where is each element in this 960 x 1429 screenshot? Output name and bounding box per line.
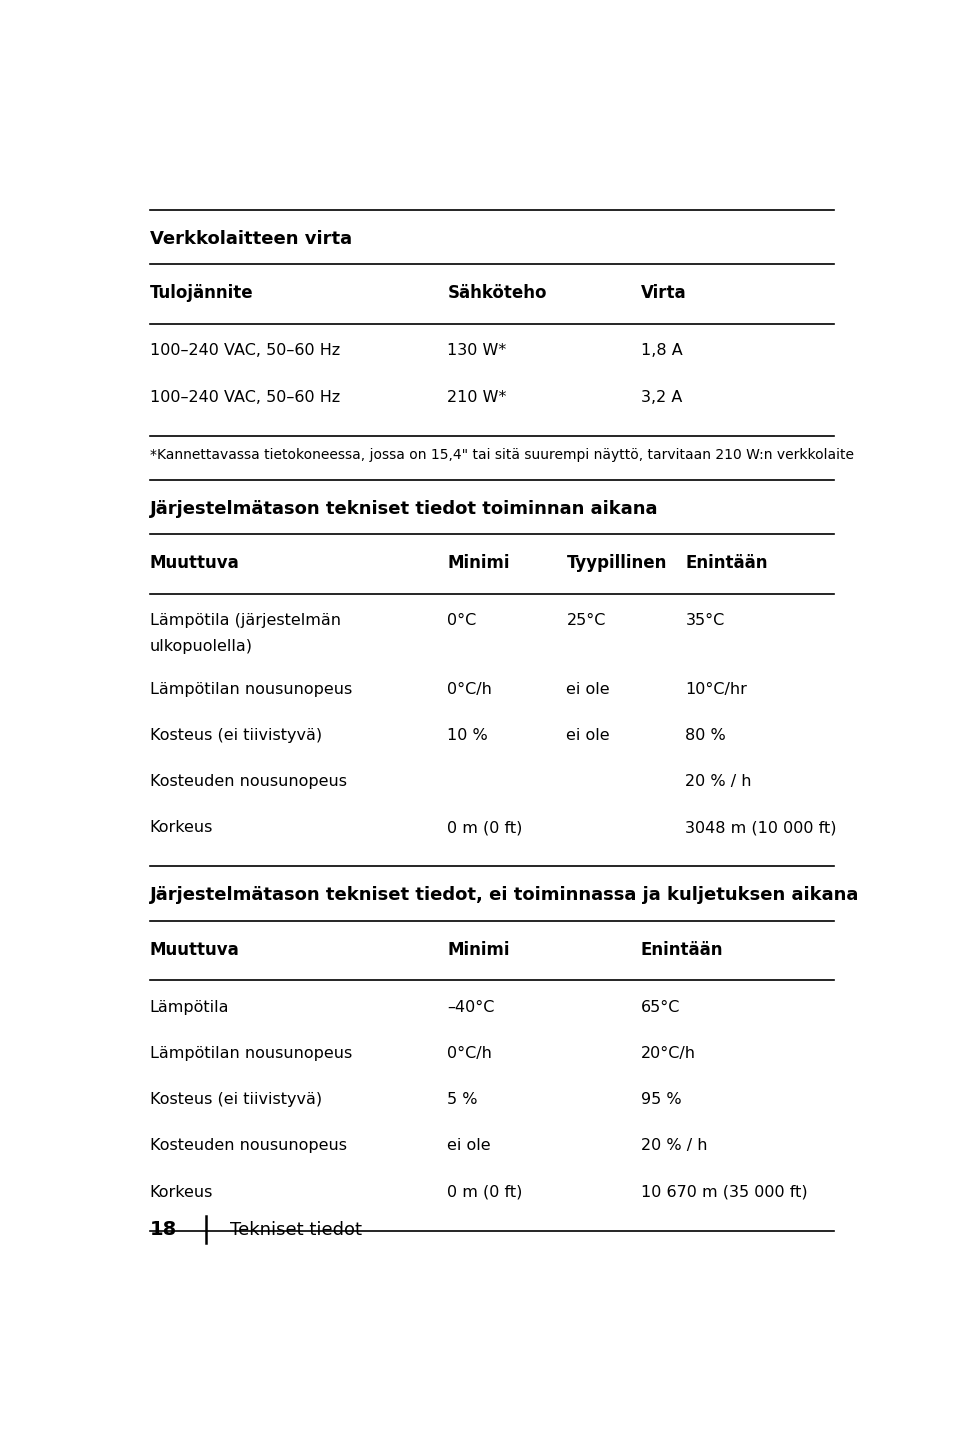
Text: 20 % / h: 20 % / h	[685, 775, 752, 789]
Text: Lämpötilan nousunopeus: Lämpötilan nousunopeus	[150, 682, 352, 696]
Text: Verkkolaitteen virta: Verkkolaitteen virta	[150, 230, 352, 247]
Text: Virta: Virta	[641, 284, 686, 303]
Text: Tyypillinen: Tyypillinen	[566, 554, 667, 572]
Text: ulkopuolella): ulkopuolella)	[150, 639, 252, 653]
Text: Kosteuden nousunopeus: Kosteuden nousunopeus	[150, 1139, 347, 1153]
Text: Lämpötila: Lämpötila	[150, 1000, 229, 1015]
Text: 10°C/hr: 10°C/hr	[685, 682, 747, 696]
Text: 65°C: 65°C	[641, 1000, 681, 1015]
Text: 18: 18	[150, 1220, 177, 1239]
Text: 210 W*: 210 W*	[447, 390, 507, 404]
Text: 80 %: 80 %	[685, 727, 726, 743]
Text: 130 W*: 130 W*	[447, 343, 507, 359]
Text: 3,2 A: 3,2 A	[641, 390, 683, 404]
Text: Minimi: Minimi	[447, 554, 510, 572]
Text: 0 m (0 ft): 0 m (0 ft)	[447, 1185, 523, 1200]
Text: *Kannettavassa tietokoneessa, jossa on 15,4" tai sitä suurempi näyttö, tarvitaan: *Kannettavassa tietokoneessa, jossa on 1…	[150, 447, 853, 462]
Text: –40°C: –40°C	[447, 1000, 494, 1015]
Text: 35°C: 35°C	[685, 613, 725, 629]
Text: Sähköteho: Sähköteho	[447, 284, 547, 303]
Text: 0°C/h: 0°C/h	[447, 1046, 492, 1060]
Text: 100–240 VAC, 50–60 Hz: 100–240 VAC, 50–60 Hz	[150, 390, 340, 404]
Text: 5 %: 5 %	[447, 1092, 478, 1107]
Text: 20 % / h: 20 % / h	[641, 1139, 708, 1153]
Text: ei ole: ei ole	[566, 682, 610, 696]
Text: Minimi: Minimi	[447, 940, 510, 959]
Text: Enintään: Enintään	[685, 554, 768, 572]
Text: 95 %: 95 %	[641, 1092, 682, 1107]
Text: 0°C/h: 0°C/h	[447, 682, 492, 696]
Text: 0 m (0 ft): 0 m (0 ft)	[447, 820, 523, 835]
Text: Kosteuden nousunopeus: Kosteuden nousunopeus	[150, 775, 347, 789]
Text: Lämpötilan nousunopeus: Lämpötilan nousunopeus	[150, 1046, 352, 1060]
Text: Lämpötila (järjestelmän: Lämpötila (järjestelmän	[150, 613, 341, 629]
Text: Tulojännite: Tulojännite	[150, 284, 253, 303]
Text: 25°C: 25°C	[566, 613, 606, 629]
Text: ei ole: ei ole	[566, 727, 610, 743]
Text: Kosteus (ei tiivistyvä): Kosteus (ei tiivistyvä)	[150, 727, 322, 743]
Text: Korkeus: Korkeus	[150, 820, 213, 835]
Text: 1,8 A: 1,8 A	[641, 343, 683, 359]
Text: Enintään: Enintään	[641, 940, 723, 959]
Text: Tekniset tiedot: Tekniset tiedot	[230, 1220, 362, 1239]
Text: 10 670 m (35 000 ft): 10 670 m (35 000 ft)	[641, 1185, 807, 1200]
Text: Muuttuva: Muuttuva	[150, 940, 239, 959]
Text: ei ole: ei ole	[447, 1139, 491, 1153]
Text: 20°C/h: 20°C/h	[641, 1046, 696, 1060]
Text: Muuttuva: Muuttuva	[150, 554, 239, 572]
Text: Korkeus: Korkeus	[150, 1185, 213, 1200]
Text: 10 %: 10 %	[447, 727, 488, 743]
Text: Järjestelmätason tekniset tiedot toiminnan aikana: Järjestelmätason tekniset tiedot toiminn…	[150, 500, 659, 517]
Text: Kosteus (ei tiivistyvä): Kosteus (ei tiivistyvä)	[150, 1092, 322, 1107]
Text: 3048 m (10 000 ft): 3048 m (10 000 ft)	[685, 820, 837, 835]
Text: 0°C: 0°C	[447, 613, 476, 629]
Text: 100–240 VAC, 50–60 Hz: 100–240 VAC, 50–60 Hz	[150, 343, 340, 359]
Text: Järjestelmätason tekniset tiedot, ei toiminnassa ja kuljetuksen aikana: Järjestelmätason tekniset tiedot, ei toi…	[150, 886, 859, 905]
